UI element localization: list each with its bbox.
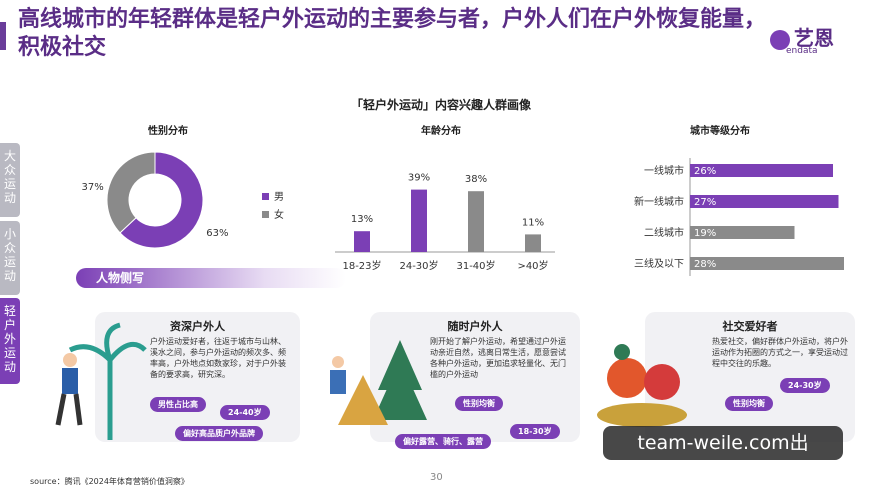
category-label: 一线城市 [644, 164, 684, 177]
card [95, 312, 300, 442]
value-label: 19% [694, 228, 716, 239]
pie-slice [106, 151, 156, 234]
category-label: >40岁 [517, 259, 548, 272]
legend-label: 男 [274, 191, 284, 203]
card-text: 刚开始了解户外运动，希望通过户外运动亲近自然，逃离日常生活，愿意尝试各种户外运动… [430, 337, 566, 379]
illustration [55, 322, 147, 440]
tag: 性别均衡 [725, 396, 773, 411]
value-label: 11% [522, 217, 544, 228]
tag: 偏好高品质户外品牌 [175, 426, 263, 441]
side-tab-active[interactable]: 轻户外运动 [0, 298, 20, 384]
value-label: 13% [351, 214, 373, 225]
bar [468, 191, 484, 252]
chart-title: 城市等级分布 [690, 124, 750, 137]
card-text: 户外运动爱好者，往返于城市与山林、溪水之间，参与户外运动的频次多、频率高，户外地… [150, 337, 286, 379]
legend-swatch [262, 211, 269, 218]
side-tab[interactable]: 小众运动 [0, 221, 20, 295]
bar [690, 226, 795, 239]
value-label: 39% [408, 173, 430, 184]
category-label: 二线城市 [644, 226, 684, 239]
chart-title: 年龄分布 [421, 124, 461, 137]
logo-sub: endata [786, 46, 818, 56]
category-label: 24-30岁 [399, 259, 438, 272]
tag: 偏好露营、骑行、露营 [395, 434, 491, 449]
value-label: 28% [694, 259, 716, 270]
accent-bar [0, 22, 6, 50]
value-label: 26% [694, 166, 716, 177]
tag: 24-40岁 [220, 405, 270, 420]
persona-banner: 人物侧写 [76, 268, 346, 288]
logo: 艺恩 [770, 22, 834, 51]
card-text: 热爱社交，偏好群体户外运动，将户外运动作为拓圈的方式之一，享受运动过程中交往的乐… [712, 337, 848, 368]
category-label: 18-23岁 [342, 259, 381, 272]
bar [690, 195, 839, 208]
logo-text: 艺恩 [794, 26, 834, 50]
card-title: 社交爱好者 [722, 320, 778, 333]
source: source：腾讯《2024年体育营销价值洞察》 [30, 477, 189, 486]
bar [690, 257, 844, 270]
value-label: 27% [694, 197, 716, 208]
page-title: 高线城市的年轻群体是轻户外运动的主要参与者，户外人们在户外恢复能量，积极社交 [18, 7, 767, 60]
watermark: team-weile.com出 [603, 426, 843, 460]
legend-swatch [262, 193, 269, 200]
illustration [597, 344, 687, 427]
card-title: 随时户外人 [447, 320, 503, 333]
category-label: 31-40岁 [456, 259, 495, 272]
tag: 18-30岁 [510, 424, 560, 439]
charts: 性别分布 63% 男 37% 女 年龄分布 13% 18-23岁 39% 24-30岁 38% 31-… [81, 124, 844, 276]
legend-label: 女 [274, 208, 284, 221]
page-number: 30 [430, 472, 443, 483]
side-tab[interactable]: 大众运动 [0, 143, 20, 217]
bar [354, 231, 370, 252]
tag: 24-30岁 [780, 378, 830, 393]
bar [411, 189, 427, 252]
pie-slice [119, 151, 204, 249]
bar [525, 234, 541, 252]
value-label: 63% [206, 228, 228, 239]
value-label: 37% [81, 182, 103, 193]
tag: 男性占比高 [150, 397, 206, 412]
category-label: 新一线城市 [634, 195, 684, 208]
bar [690, 164, 833, 177]
category-label: 三线及以下 [634, 257, 684, 270]
tag: 性别均衡 [455, 396, 503, 411]
section-title: 「轻户外运动」内容兴趣人群画像 [350, 98, 531, 112]
illustration [330, 340, 427, 425]
chart-title: 性别分布 [147, 124, 188, 137]
value-label: 38% [465, 174, 487, 185]
card-title: 资深户外人 [170, 320, 225, 333]
